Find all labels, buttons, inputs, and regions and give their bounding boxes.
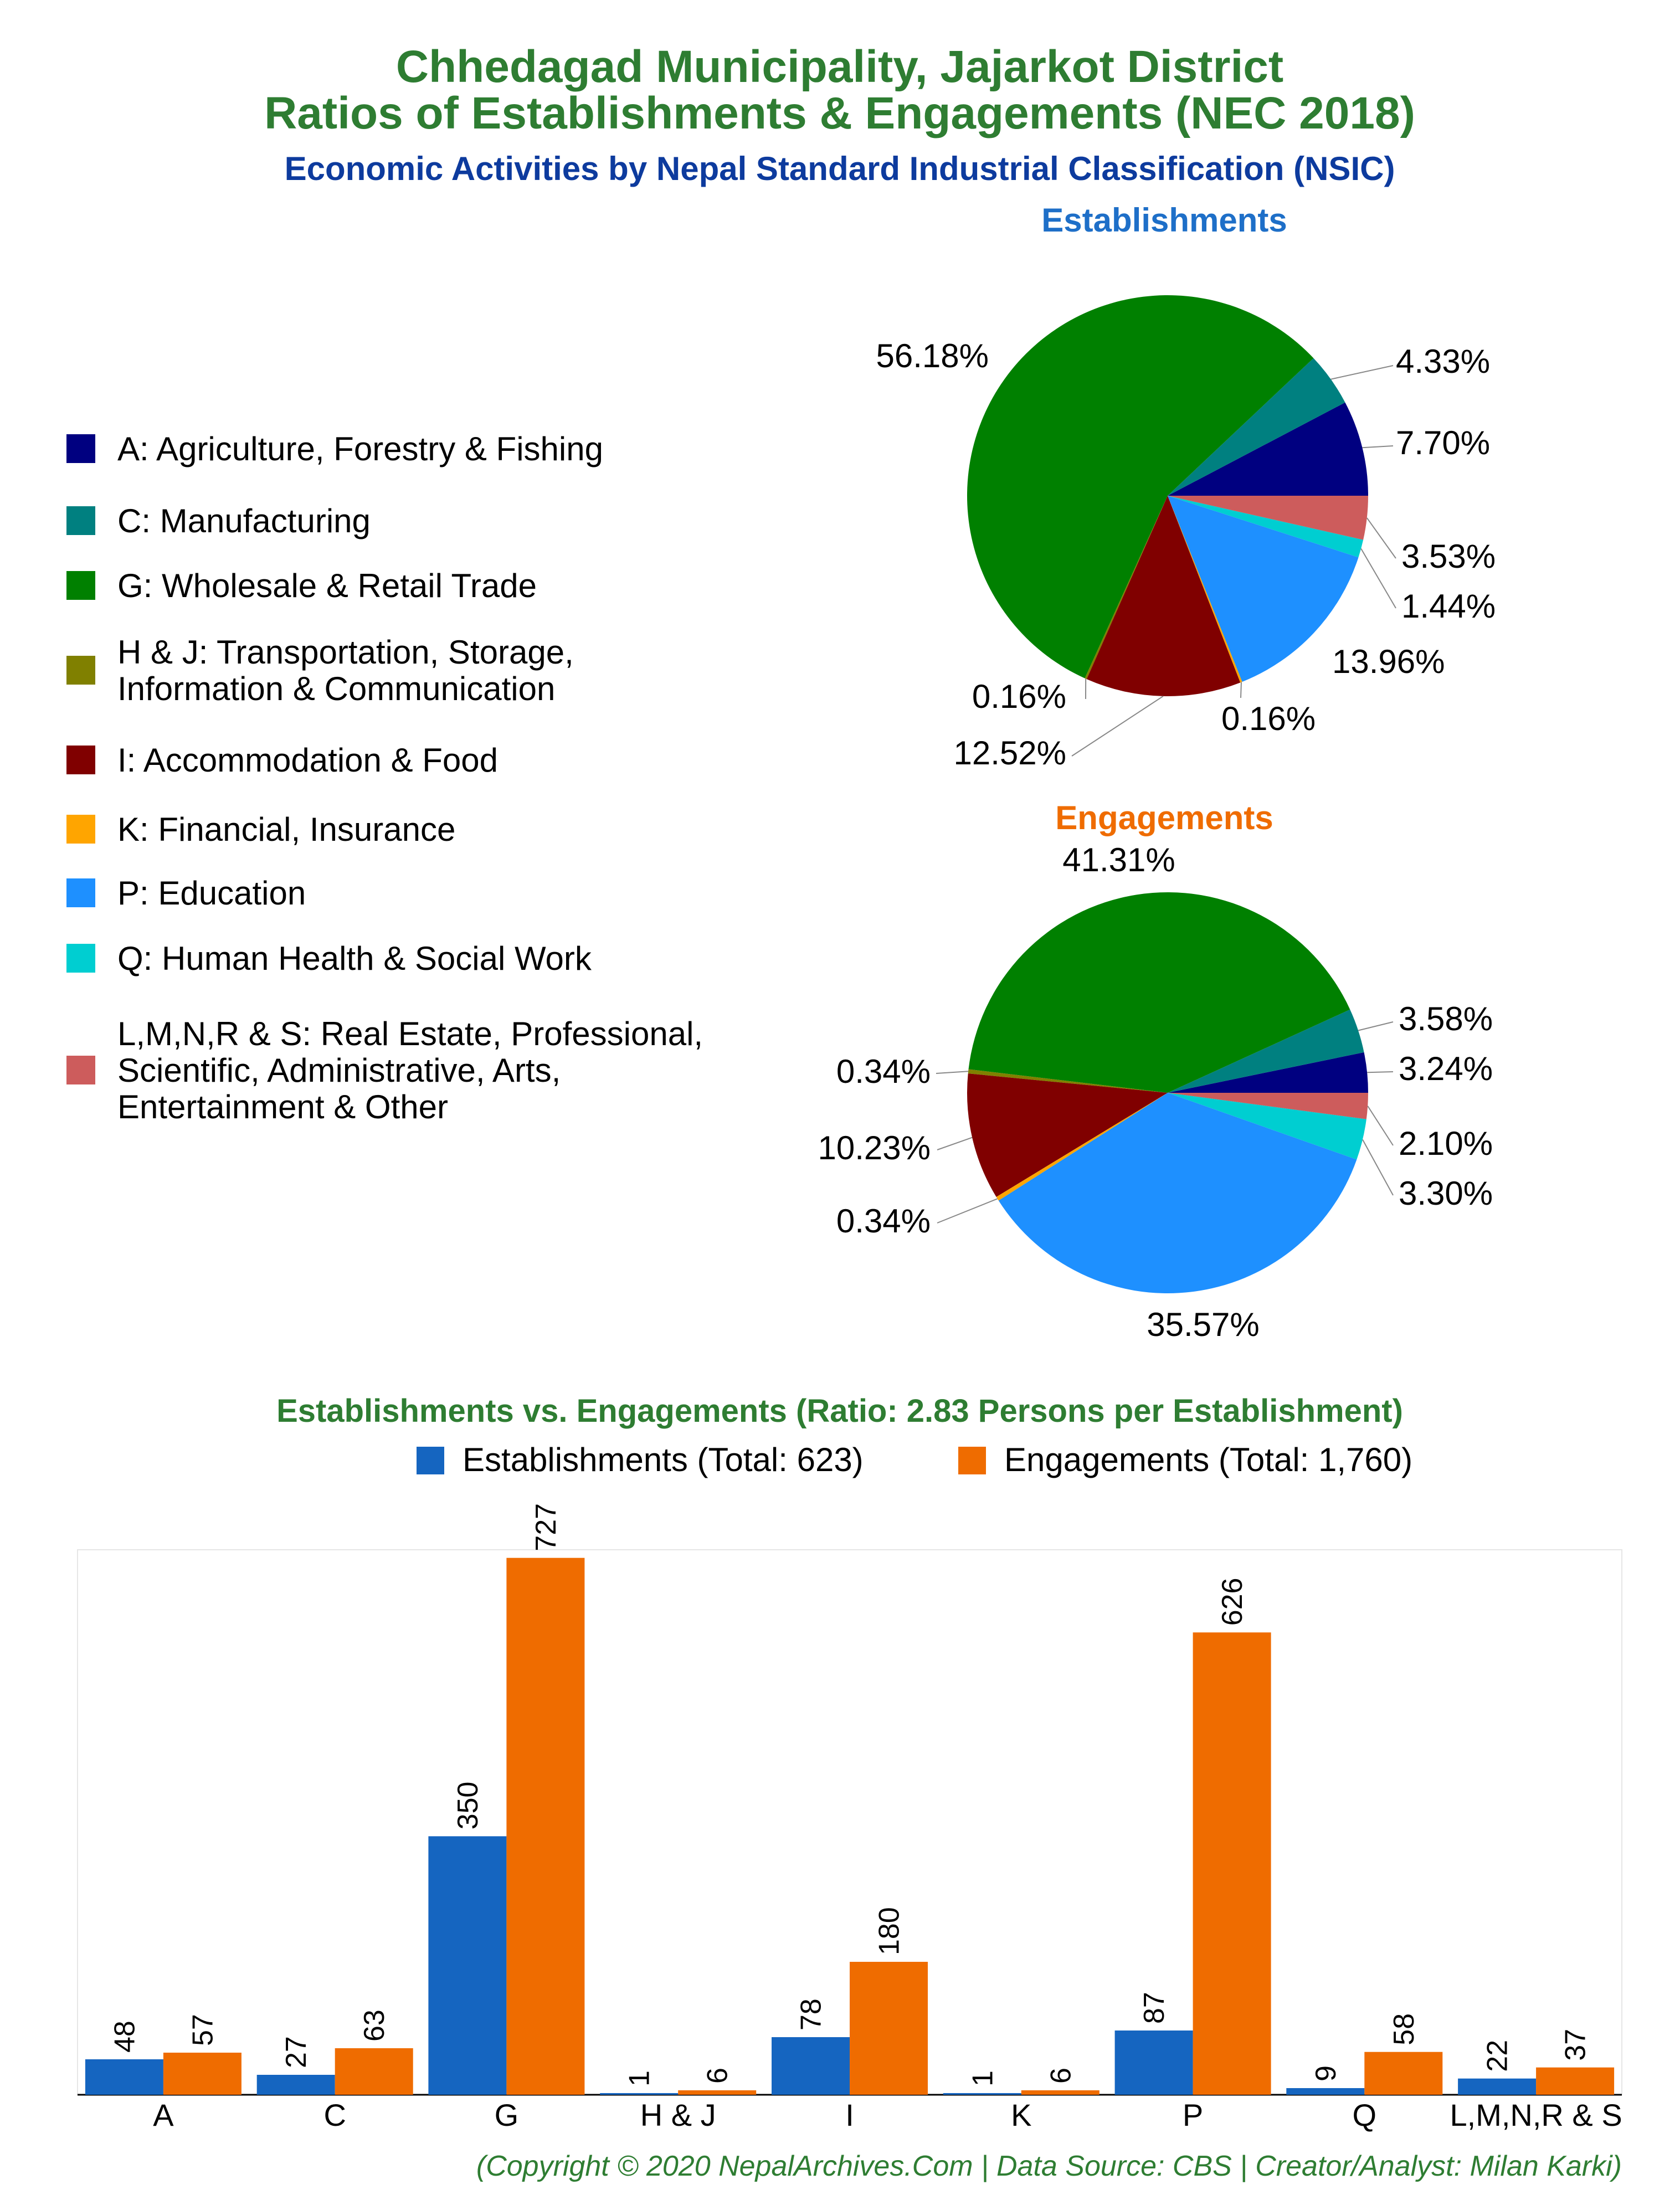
pie-label-q: 1.44% [1401,588,1496,625]
establishments-pie-title: Establishments [1041,202,1287,239]
legend-swatch-q [66,944,95,973]
pie-label-g: 56.18% [876,337,989,374]
bar-establishments-g [428,1836,506,2095]
bar-engagements-p [1193,1632,1271,2095]
copyright-footer: (Copyright © 2020 NepalArchives.Com | Da… [476,2150,1622,2182]
legend-label-g: G: Wholesale & Retail Trade [117,567,537,604]
x-tick-label-k: K [1011,2098,1031,2132]
bar-engagements-l-m-n-r-s [1536,2068,1614,2095]
legend-label-c: C: Manufacturing [117,502,371,539]
bar-establishments-k [943,2093,1021,2095]
title-line-2: Ratios of Establishments & Engagements (… [264,88,1415,138]
bar-establishments-c [257,2075,335,2095]
legend-label-p: P: Education [117,875,306,912]
value-label-establishments-k: 1 [967,2070,999,2086]
legend-swatch-h-j [66,656,95,685]
value-label-establishments-l-m-n-r-s: 22 [1482,2040,1514,2072]
bar-engagements-h-j [678,2090,756,2095]
pie-label-q: 3.30% [1399,1175,1493,1212]
pie-label-a: 3.24% [1399,1050,1493,1087]
legend-label-i: I: Accommodation & Food [117,742,498,779]
value-label-engagements-g: 727 [530,1503,562,1551]
legend-swatch-c [66,506,95,535]
value-label-engagements-i: 180 [874,1907,906,1955]
pie-label-a: 7.70% [1396,424,1490,461]
value-label-establishments-q: 9 [1310,2065,1342,2081]
x-tick-label-h-j: H & J [640,2098,716,2132]
legend-swatch-l-m-n-r-s [66,1056,95,1084]
legend-swatch-establishments [417,1447,444,1474]
bar-engagements-g [506,1558,584,2095]
bar-establishments-i [772,2037,850,2095]
legend-swatch-k [66,815,95,844]
bar-establishments-p [1115,2030,1193,2095]
legend-swatch-i [66,746,95,774]
engagements-pie-title: Engagements [1055,799,1273,836]
value-label-establishments-i: 78 [795,1998,828,2030]
pie-label-p: 35.57% [1147,1306,1260,1343]
value-label-establishments-p: 87 [1138,1992,1170,2024]
legend-label-engagements: Engagements (Total: 1,760) [1004,1441,1412,1478]
legend-swatch-p [66,878,95,907]
pie-label-i: 12.52% [954,734,1067,772]
value-label-engagements-l-m-n-r-s: 37 [1560,2029,1592,2061]
pie-label-l-m-n-r-s: 3.53% [1401,538,1496,575]
x-tick-label-g: G [495,2098,519,2132]
legend-label-a: A: Agriculture, Forestry & Fishing [117,430,603,467]
pie-label-h-j: 0.34% [836,1053,931,1090]
value-label-engagements-a: 57 [187,2014,219,2046]
value-label-engagements-q: 58 [1388,2013,1420,2045]
pie-label-c: 4.33% [1396,343,1490,380]
x-tick-label-p: P [1183,2098,1203,2132]
legend-label-k: K: Financial, Insurance [117,811,455,848]
legend-label-h-j: H & J: Transportation, Storage,Informati… [117,634,574,707]
x-tick-label-i: I [845,2098,854,2132]
x-tick-label-q: Q [1353,2098,1377,2132]
value-label-engagements-k: 6 [1045,2068,1077,2084]
bar-establishments-a [85,2059,163,2095]
bar-engagements-a [163,2053,242,2095]
pie-label-c: 3.58% [1399,1000,1493,1037]
bar-engagements-k [1021,2090,1100,2095]
legend-swatch-engagements [958,1447,986,1474]
bar-chart-title: Establishments vs. Engagements (Ratio: 2… [276,1393,1403,1429]
legend-label-establishments: Establishments (Total: 623) [463,1441,864,1478]
value-label-establishments-h-j: 1 [624,2070,656,2086]
pie-label-l-m-n-r-s: 2.10% [1399,1125,1493,1162]
value-label-engagements-p: 626 [1216,1578,1249,1626]
x-tick-label-l-m-n-r-s: L,M,N,R & S [1450,2098,1622,2132]
pie-label-k: 0.34% [836,1202,931,1240]
title-line-1: Chhedagad Municipality, Jajarkot Distric… [396,42,1283,92]
x-tick-label-a: A [153,2098,174,2132]
legend-label-q: Q: Human Health & Social Work [117,940,592,977]
bar-establishments-q [1286,2088,1364,2095]
pie-label-g: 41.31% [1062,841,1175,878]
value-label-establishments-g: 350 [452,1782,484,1830]
bar-engagements-i [850,1962,928,2095]
subtitle: Economic Activities by Nepal Standard In… [285,150,1395,187]
bar-engagements-q [1364,2052,1442,2095]
pie-label-h-j: 0.16% [972,678,1066,715]
value-label-establishments-c: 27 [280,2036,312,2068]
bar-engagements-c [335,2048,413,2095]
value-label-engagements-c: 63 [358,2009,391,2042]
x-tick-label-c: C [323,2098,346,2132]
legend-swatch-a [66,434,95,463]
value-label-establishments-a: 48 [109,2021,141,2053]
pie-label-i: 10.23% [818,1129,931,1166]
pie-label-k: 0.16% [1221,700,1316,737]
legend-swatch-g [66,571,95,600]
bar-establishments-l-m-n-r-s [1458,2079,1536,2095]
value-label-engagements-h-j: 6 [702,2068,734,2084]
pie-label-p: 13.96% [1332,643,1445,680]
bar-establishments-h-j [600,2093,678,2095]
